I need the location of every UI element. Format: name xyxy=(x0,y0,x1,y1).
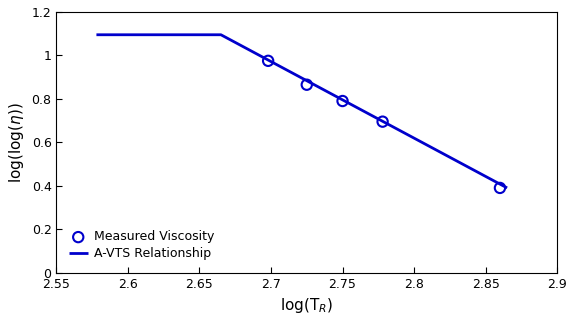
A-VTS Relationship xyxy=(93,33,100,37)
Y-axis label: log(log($\eta$)): log(log($\eta$)) xyxy=(7,102,26,183)
X-axis label: log(T$_R$): log(T$_R$) xyxy=(280,296,333,315)
Measured Viscosity xyxy=(378,119,387,124)
Legend: Measured Viscosity, A-VTS Relationship: Measured Viscosity, A-VTS Relationship xyxy=(63,224,220,266)
A-VTS Relationship xyxy=(503,186,510,190)
A-VTS Relationship xyxy=(218,33,224,37)
Line: A-VTS Relationship: A-VTS Relationship xyxy=(96,35,507,188)
Measured Viscosity xyxy=(302,82,311,87)
Measured Viscosity xyxy=(338,99,347,104)
Measured Viscosity xyxy=(495,185,505,191)
Measured Viscosity xyxy=(263,58,273,63)
